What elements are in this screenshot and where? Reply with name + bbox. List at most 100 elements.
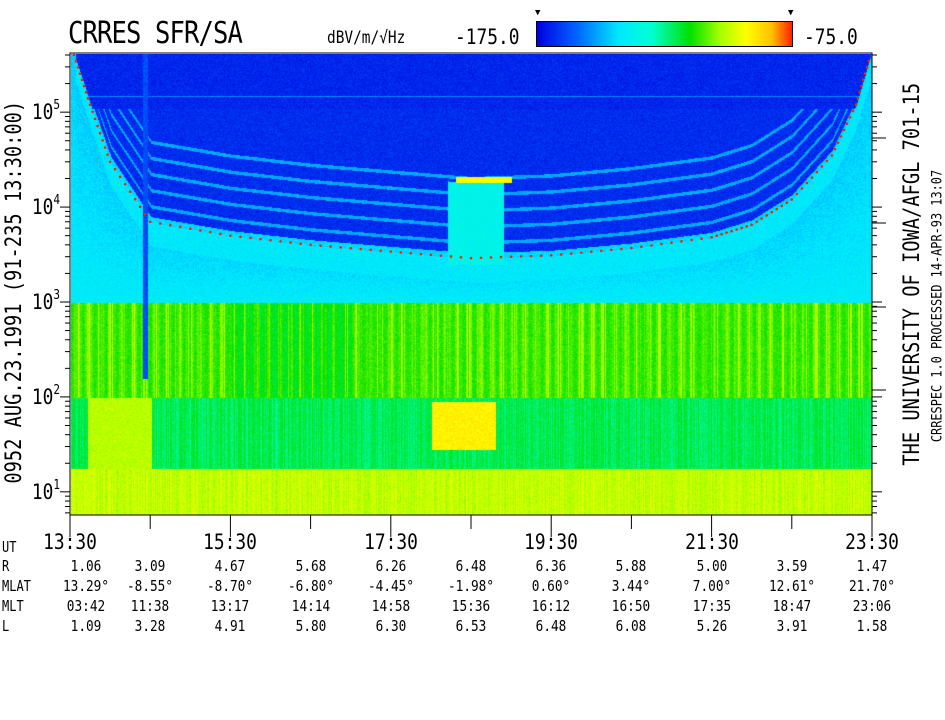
overlay-curve-point: [720, 232, 723, 236]
overlay-curve-point: [640, 245, 643, 249]
ephemeris-r-value: 5.00: [696, 557, 727, 575]
overlay-curve-point: [299, 242, 302, 245]
overlay-curve-point: [770, 210, 774, 214]
ephemeris-label-r: R: [2, 557, 10, 575]
overlay-curve-point: [856, 97, 860, 100]
overlay-curve-point: [429, 253, 433, 257]
ephemeris-label-mlat: MLAT: [2, 577, 31, 595]
overlay-curve-point: [72, 53, 76, 57]
overlay-curve-point: [389, 250, 393, 253]
overlay-curve-point: [839, 135, 843, 138]
overlay-curve-point: [650, 244, 653, 247]
overlay-curve-point: [845, 122, 849, 125]
overlay-curve-point: [785, 201, 789, 205]
y-tick-base: 10: [31, 100, 54, 125]
overlay-curve-point: [854, 103, 858, 106]
y-tick-base: 10: [31, 289, 54, 314]
overlay-curve-point: [800, 187, 804, 190]
ephemeris-r-value: 6.26: [375, 557, 407, 575]
ephemeris-l-value: 6.53: [455, 617, 487, 635]
overlay-curve-point: [108, 160, 112, 164]
ephemeris-mlt-value: 11:38: [130, 597, 170, 615]
overlay-curve-point: [795, 192, 799, 196]
y-tick-exponent: 1: [53, 477, 60, 493]
y-tick-exponent: 5: [53, 98, 60, 114]
overlay-curve-point: [860, 84, 863, 88]
overlay-curve-point: [715, 234, 718, 238]
overlay-curve-point: [103, 146, 107, 149]
colorbar-min-label: -175.0: [455, 25, 520, 49]
ephemeris-r-value: 1.47: [856, 557, 888, 575]
overlay-curve-point: [219, 232, 222, 236]
plot-frame: [69, 52, 873, 516]
overlay-curve-point: [74, 59, 78, 63]
overlay-curve-point: [825, 159, 829, 163]
ephemeris-mlat-value: 13.29°: [62, 577, 110, 595]
ephemeris-l-value: 3.91: [776, 617, 808, 635]
ephemeris-mlt-value: 17:35: [692, 597, 731, 615]
ephemeris-mlat-value: 0.60°: [531, 577, 571, 595]
colorbar: [536, 21, 793, 47]
ephemeris-r-value: 6.36: [535, 557, 567, 575]
overlay-curve-point: [519, 255, 523, 258]
overlay-curve-point: [96, 124, 99, 128]
overlay-curve-point: [865, 66, 869, 69]
overlay-curve-point: [810, 176, 814, 179]
overlay-curve-point: [790, 198, 794, 201]
overlay-curve-point: [765, 214, 769, 217]
overlay-curve-point: [842, 128, 846, 132]
ephemeris-l-value: 5.80: [295, 617, 326, 635]
ephemeris-mlt-value: 15:36: [451, 597, 491, 615]
ephemeris-r-value: 3.09: [134, 557, 166, 575]
overlay-curve-point: [279, 240, 282, 243]
overlay-curve-point: [610, 248, 613, 252]
ephemeris-mlat-value: -1.98°: [447, 577, 495, 595]
x-tick-label: 19:30: [524, 530, 579, 554]
overlay-curve-point: [249, 236, 252, 240]
overlay-curve-point: [670, 241, 673, 244]
ephemeris-l-value: 3.28: [134, 617, 166, 635]
overlay-curve-point: [620, 247, 623, 251]
overlay-curve-point: [289, 241, 292, 244]
ephemeris-r-value: 5.68: [295, 557, 326, 575]
overlay-curve-point: [82, 84, 86, 88]
overlay-curve-point: [419, 252, 423, 256]
overlay-curve-point: [469, 256, 473, 260]
ephemeris-mlat-value: 3.44°: [612, 577, 651, 595]
y-tick-base: 10: [31, 195, 54, 220]
overlay-curve-point: [858, 90, 861, 94]
x-tick-label: 23:30: [845, 530, 899, 554]
overlay-curve-point: [449, 255, 453, 258]
overlay-curve-point: [229, 234, 232, 237]
overlay-curve-point: [760, 217, 764, 220]
y-tick-label: 103: [9, 288, 60, 314]
y-tick-exponent: 4: [53, 193, 60, 209]
overlay-curve-point: [86, 97, 90, 100]
spectrogram-heatmap: [71, 54, 872, 515]
overlay-curve-point: [133, 197, 137, 201]
ephemeris-mlat-value: -8.70°: [207, 577, 254, 595]
y-tick-label: 102: [9, 383, 60, 409]
overlay-curve-point: [269, 238, 272, 242]
overlay-curve-point: [863, 72, 867, 75]
ephemeris-r-value: 1.06: [70, 557, 102, 575]
ephemeris-mlt-value: 16:12: [531, 597, 571, 615]
ephemeris-mlt-value: 18:47: [772, 597, 811, 615]
overlay-curve-point: [805, 181, 809, 185]
overlay-curve-point: [339, 246, 342, 249]
overlay-curve-point: [239, 235, 242, 239]
institution-label: THE UNIVERSITY OF IOWA/AFGL 701-15: [900, 82, 925, 466]
plot-title: CRRES SFR/SA: [68, 16, 243, 51]
overlay-curve-point: [836, 141, 840, 145]
overlay-curve-point: [91, 110, 94, 114]
overlay-curve-point: [199, 229, 202, 232]
ephemeris-label-l: L: [2, 617, 10, 635]
ephemeris-mlt-value: 16:50: [612, 597, 651, 615]
overlay-curve-point: [710, 236, 713, 239]
overlay-curve-point: [106, 153, 109, 156]
processing-label: CRRESPEC 1.0 PROCESSED 14-APR-93 13:07: [929, 169, 945, 443]
overlay-curve-point: [579, 251, 583, 254]
y-tick-label: 101: [9, 478, 60, 504]
ephemeris-mlt-value: 14:58: [371, 597, 410, 615]
ephemeris-l-value: 6.30: [375, 617, 407, 635]
